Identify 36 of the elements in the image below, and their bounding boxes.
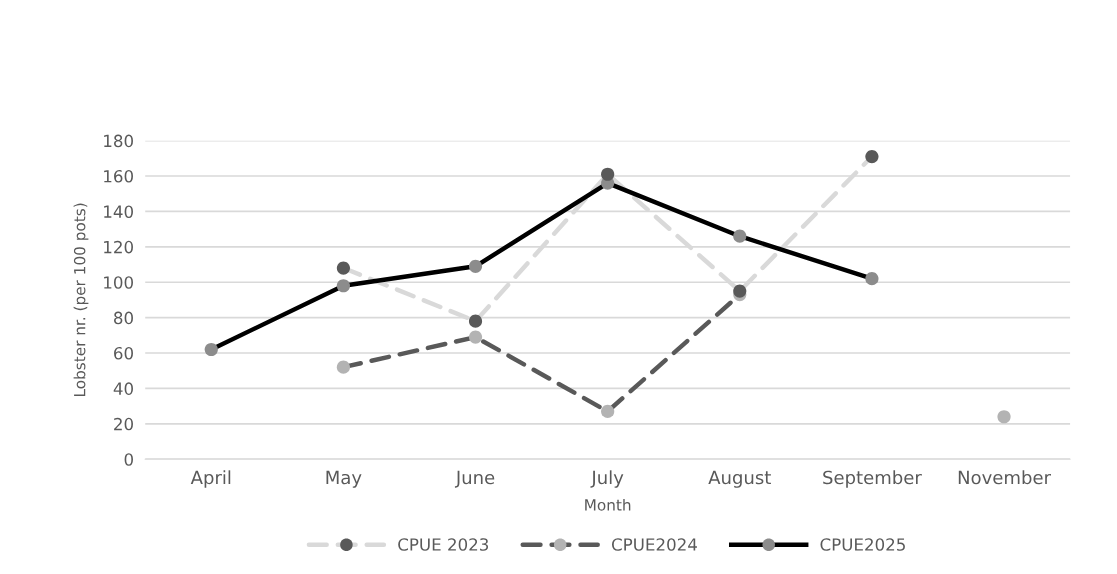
- point: [601, 404, 615, 418]
- point: [733, 229, 747, 243]
- x-tick-label: July: [590, 470, 624, 488]
- point: [468, 259, 483, 273]
- point: [865, 149, 879, 164]
- point: [204, 342, 218, 357]
- y-tick-label: 80: [114, 311, 133, 325]
- point: [865, 272, 879, 286]
- y-tick-label: 60: [114, 346, 133, 360]
- y-tick-label: 120: [104, 240, 133, 254]
- x-tick-label: April: [190, 470, 231, 488]
- point: [336, 279, 350, 293]
- y-tick-label: 20: [114, 417, 133, 431]
- x-axis-title: Month: [585, 498, 631, 511]
- legend-label: CPUE 2023: [398, 538, 489, 551]
- point: [733, 284, 747, 298]
- x-tick-label: September: [823, 470, 922, 488]
- point: [468, 314, 483, 328]
- legend-label: CPUE2025: [820, 538, 905, 551]
- point: [336, 261, 350, 275]
- x-tick-label: June: [454, 470, 495, 488]
- point: [468, 330, 483, 344]
- y-tick-label: 180: [104, 134, 133, 148]
- y-tick-label: 160: [104, 169, 133, 183]
- x-tick-label: November: [958, 470, 1051, 485]
- point: [336, 360, 350, 374]
- legend-label: CPUE2024: [611, 538, 697, 551]
- x-tick-label: August: [708, 470, 771, 488]
- y-tick-label: 0: [124, 453, 133, 466]
- y-tick-label: 140: [104, 205, 133, 218]
- y-axis-title: Lobster nr. (per 100 pots): [73, 203, 89, 397]
- point: [601, 167, 615, 181]
- y-tick-label: 100: [104, 276, 133, 289]
- y-tick-label: 40: [113, 382, 133, 395]
- x-tick-label: May: [326, 470, 362, 488]
- point: [997, 410, 1011, 424]
